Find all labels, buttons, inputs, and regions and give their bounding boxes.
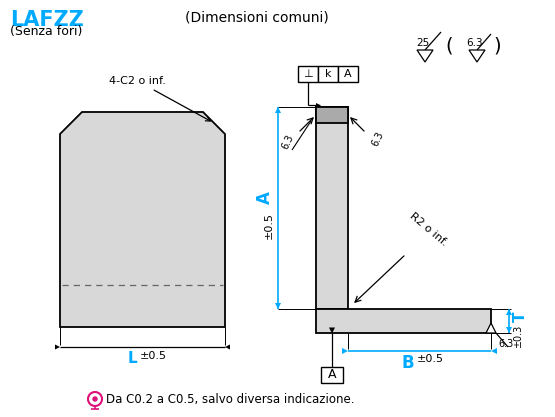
Text: R2 o inf.: R2 o inf. <box>407 211 449 248</box>
Text: 6.3: 6.3 <box>370 130 386 148</box>
Text: A: A <box>344 69 352 79</box>
Text: (: ( <box>445 37 452 55</box>
Polygon shape <box>486 323 496 333</box>
Bar <box>316 309 491 333</box>
Text: A: A <box>256 191 274 204</box>
Polygon shape <box>342 348 348 354</box>
Polygon shape <box>225 344 230 349</box>
Bar <box>321 367 343 383</box>
Text: L: L <box>128 351 138 366</box>
Text: T: T <box>513 311 528 322</box>
Polygon shape <box>60 112 225 327</box>
Bar <box>316 107 348 123</box>
Circle shape <box>93 397 97 401</box>
Text: B: B <box>402 354 415 372</box>
Text: (Senza fori): (Senza fori) <box>10 25 82 38</box>
Text: (Dimensioni comuni): (Dimensioni comuni) <box>185 10 329 24</box>
Text: k: k <box>325 69 331 79</box>
Text: LAFZZ: LAFZZ <box>10 10 84 30</box>
Polygon shape <box>491 348 497 354</box>
Polygon shape <box>469 50 485 62</box>
Polygon shape <box>275 303 281 309</box>
Text: 4-C2 o inf.: 4-C2 o inf. <box>109 76 210 121</box>
Bar <box>318 66 338 82</box>
Text: Da C0.2 a C0.5, salvo diversa indicazione.: Da C0.2 a C0.5, salvo diversa indicazion… <box>106 392 355 405</box>
Text: ⊥: ⊥ <box>303 69 313 79</box>
Polygon shape <box>506 327 512 333</box>
Polygon shape <box>329 327 335 334</box>
Polygon shape <box>506 309 512 315</box>
Text: 6.3: 6.3 <box>280 133 296 151</box>
Text: ±0.3: ±0.3 <box>513 325 523 348</box>
Bar <box>316 107 348 309</box>
Bar <box>338 66 358 82</box>
Polygon shape <box>55 344 60 349</box>
Polygon shape <box>417 50 433 62</box>
Bar <box>298 66 318 82</box>
Text: 6.3: 6.3 <box>498 339 513 349</box>
Text: ±0.5: ±0.5 <box>264 212 274 239</box>
Text: 25: 25 <box>416 38 430 48</box>
Polygon shape <box>316 103 320 107</box>
Text: ): ) <box>493 37 501 55</box>
Polygon shape <box>275 107 281 113</box>
Text: A: A <box>328 369 336 382</box>
Text: ±0.5: ±0.5 <box>139 351 166 361</box>
Text: 6.3: 6.3 <box>467 38 483 48</box>
Text: ±0.5: ±0.5 <box>416 354 443 364</box>
